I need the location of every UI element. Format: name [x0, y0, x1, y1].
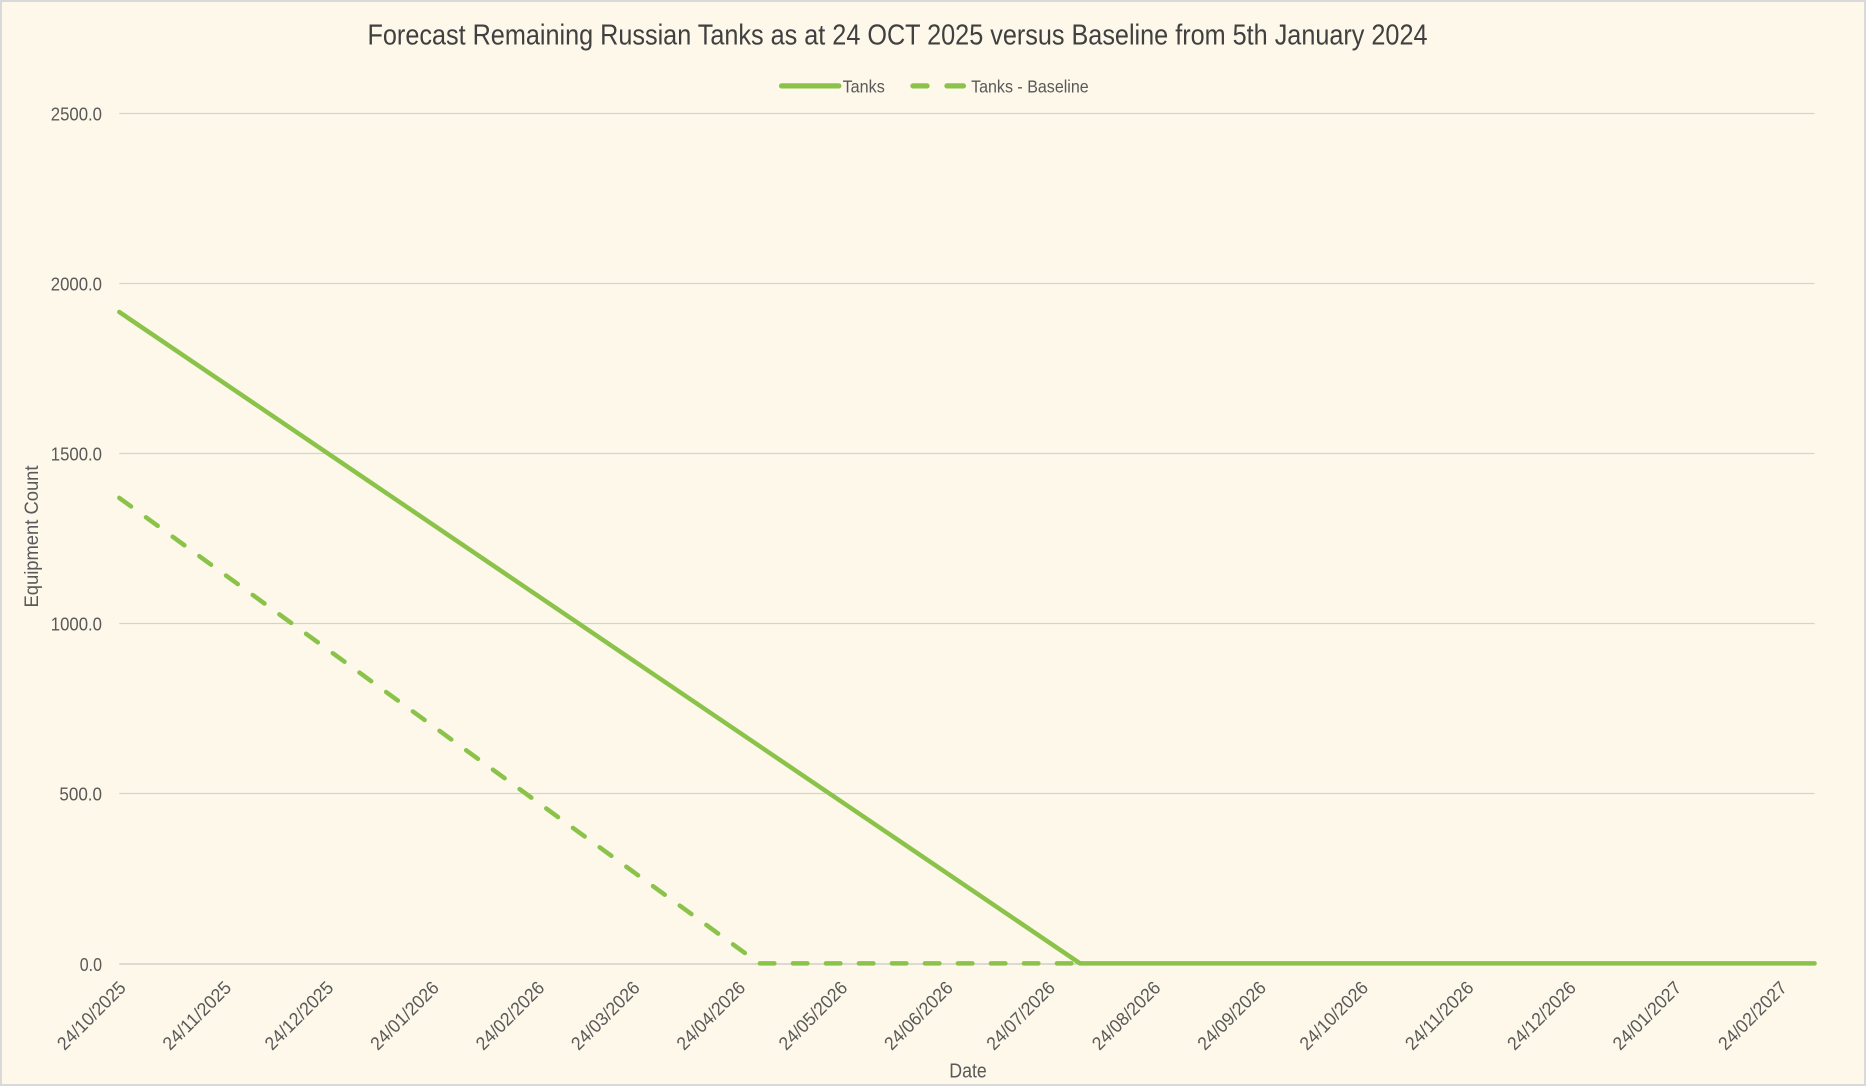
svg-text:2500.0: 2500.0 — [51, 104, 102, 124]
svg-text:0.0: 0.0 — [80, 955, 102, 975]
svg-text:1000.0: 1000.0 — [51, 614, 102, 634]
svg-text:500.0: 500.0 — [59, 784, 102, 804]
svg-text:Forecast Remaining Russian Tan: Forecast Remaining Russian Tanks as at 2… — [368, 19, 1428, 51]
svg-text:1500.0: 1500.0 — [51, 444, 102, 464]
svg-text:Equipment Count: Equipment Count — [22, 465, 43, 608]
svg-text:Date: Date — [949, 1061, 987, 1083]
svg-text:Tanks: Tanks — [843, 76, 885, 96]
svg-text:2000.0: 2000.0 — [51, 274, 102, 294]
svg-text:Tanks - Baseline: Tanks - Baseline — [971, 76, 1089, 96]
